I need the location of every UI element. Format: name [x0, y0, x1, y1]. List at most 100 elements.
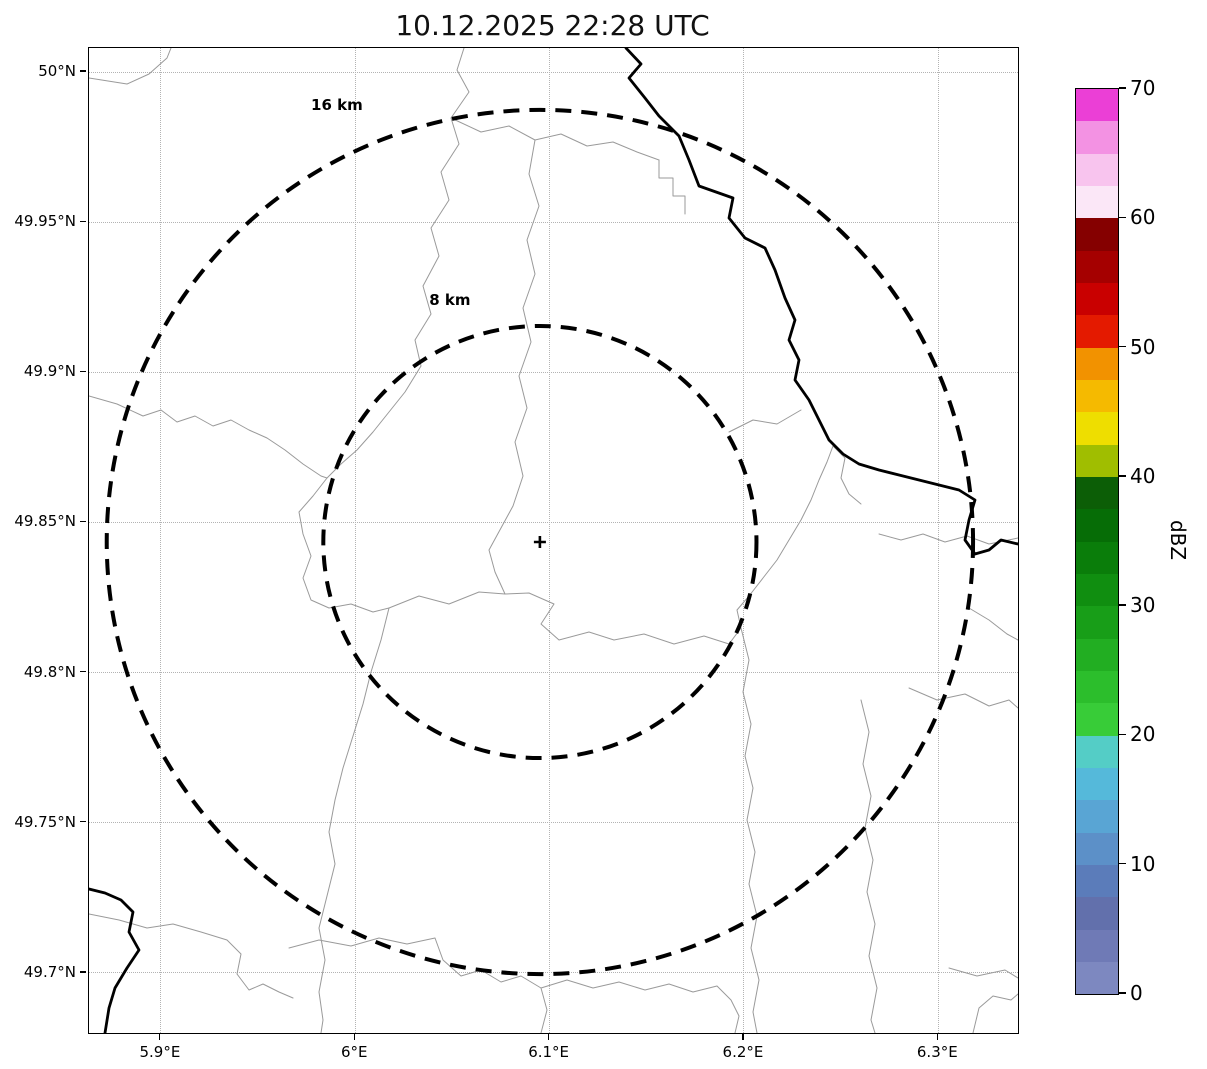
y-tick-label: 49.95°N: [14, 212, 76, 231]
colorbar-segment: [1076, 185, 1118, 219]
x-tick-label: 6.1°E: [528, 1043, 570, 1061]
y-gridline: [89, 371, 1018, 373]
colorbar-segment: [1076, 606, 1118, 639]
colorbar-tick-label: 60: [1130, 205, 1156, 230]
x-tickmark: [353, 1034, 355, 1040]
map-canvas: [89, 48, 1018, 1033]
admin-border-line: [540, 979, 740, 1033]
river-border-line: [624, 48, 1018, 556]
admin-border-line: [298, 477, 390, 613]
colorbar-tickmark: [1119, 475, 1126, 477]
admin-border-line: [89, 48, 172, 85]
x-tickmark: [742, 1034, 744, 1040]
y-tickmark: [80, 220, 86, 222]
colorbar-segment: [1076, 703, 1118, 736]
colorbar-tick-label: 20: [1130, 722, 1156, 747]
colorbar-segment: [1076, 929, 1118, 962]
admin-border-line: [860, 699, 878, 1033]
colorbar-segment: [1076, 961, 1118, 995]
admin-border-line: [658, 159, 686, 215]
colorbar-segment: [1076, 509, 1118, 542]
colorbar-segment: [1076, 476, 1118, 510]
colorbar-tickmark: [1119, 992, 1126, 994]
admin-border-line: [832, 445, 862, 505]
radar-site-layer: [533, 536, 546, 549]
admin-borders: [89, 48, 1018, 1033]
colorbar-tickmark: [1119, 216, 1126, 218]
y-gridline: [89, 521, 1018, 523]
colorbar-segment: [1076, 218, 1118, 251]
x-tick-label: 6°E: [340, 1043, 368, 1061]
y-tick-label: 49.7°N: [23, 962, 76, 981]
admin-border-line: [878, 533, 1018, 545]
radar-site-marker: [533, 536, 546, 549]
admin-border-line: [908, 687, 1018, 709]
y-tick-label: 49.85°N: [14, 512, 76, 531]
colorbar-segment: [1076, 541, 1118, 574]
x-tickmark: [159, 1034, 161, 1040]
colorbar-tickmark: [1119, 87, 1126, 89]
colorbar-tickmark: [1119, 863, 1126, 865]
colorbar-segment: [1076, 832, 1118, 865]
x-gridline: [549, 48, 551, 1033]
x-gridline: [160, 48, 162, 1033]
range-rings-layer: [104, 107, 976, 977]
colorbar: [1075, 88, 1119, 995]
admin-border-line: [89, 395, 328, 479]
y-gridline: [89, 71, 1018, 73]
y-gridline: [89, 822, 1018, 824]
admin-border-line: [488, 139, 540, 595]
colorbar-segment: [1076, 121, 1118, 154]
colorbar-segment: [1076, 153, 1118, 186]
colorbar-segment: [1076, 379, 1118, 413]
y-gridline: [89, 672, 1018, 674]
colorbar-segment: [1076, 89, 1118, 122]
colorbar-segment: [1076, 767, 1118, 801]
admin-border-line: [388, 591, 750, 645]
colorbar-tickmark: [1119, 345, 1126, 348]
range-ring-16km: [104, 107, 976, 977]
range-ring-label: 16 km: [311, 96, 363, 114]
admin-border-line: [740, 627, 760, 1033]
y-tickmark: [80, 70, 86, 72]
admin-border-line: [450, 117, 660, 161]
y-tick-label: 50°N: [38, 62, 76, 81]
x-gridline: [937, 48, 939, 1033]
x-gridline: [743, 48, 745, 1033]
colorbar-segment: [1076, 412, 1118, 445]
colorbar-segment: [1076, 250, 1118, 283]
admin-border-line: [89, 913, 294, 999]
y-tick-label: 49.8°N: [23, 662, 76, 681]
country-border: [89, 48, 1018, 1033]
colorbar-segment: [1076, 735, 1118, 768]
y-tickmark: [80, 520, 86, 523]
colorbar-segment: [1076, 864, 1118, 898]
colorbar-segment: [1076, 800, 1118, 833]
y-tick-label: 49.75°N: [14, 812, 76, 831]
colorbar-segment: [1076, 282, 1118, 316]
y-tickmark: [80, 971, 86, 973]
admin-border-line: [968, 607, 1018, 641]
range-ring-8km: [321, 323, 759, 761]
colorbar-segment: [1076, 444, 1118, 477]
colorbar-tick-label: 0: [1130, 981, 1143, 1005]
x-tickmark: [936, 1034, 938, 1040]
map-plot-area: 16 km 8 km: [88, 47, 1019, 1034]
x-tick-label: 5.9°E: [139, 1043, 181, 1061]
admin-border-line: [318, 607, 390, 1033]
colorbar-segment: [1076, 347, 1118, 380]
y-gridline: [89, 221, 1018, 223]
colorbar-tick-label: 50: [1130, 334, 1156, 359]
y-tickmark: [80, 821, 86, 823]
colorbar-tickmark: [1119, 733, 1126, 736]
colorbar-tick-label: 70: [1130, 76, 1156, 100]
y-tickmark: [80, 671, 86, 673]
colorbar-segment: [1076, 897, 1118, 930]
admin-border-line: [748, 445, 834, 597]
colorbar-segment: [1076, 315, 1118, 348]
colorbar-tick-label: 40: [1130, 463, 1156, 488]
x-tick-label: 6.3°E: [916, 1043, 958, 1061]
admin-border-line: [728, 409, 802, 433]
river-border-line: [89, 887, 141, 1033]
